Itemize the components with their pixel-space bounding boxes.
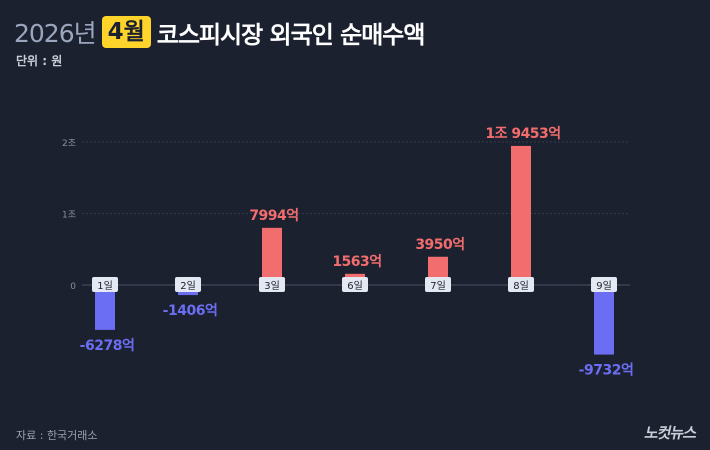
data-label: 3950억 [415, 237, 464, 253]
chart-title: 2026년 4월 코스피시장 외국인 순매수액 [14, 14, 426, 50]
category-pill [342, 277, 368, 292]
data-label: 1조 9453억 [485, 126, 560, 142]
data-label: -9732억 [579, 363, 634, 379]
category-pill [175, 277, 201, 292]
category-pill [591, 277, 617, 292]
x-tick-label: 2일 [180, 280, 196, 292]
bar [594, 285, 614, 355]
x-tick-label: 1일 [97, 280, 113, 292]
x-tick-label: 8일 [513, 280, 529, 292]
data-label: -1406억 [163, 303, 218, 319]
data-label: 7994억 [249, 208, 298, 224]
publisher-logo: 노컷뉴스 [642, 424, 698, 442]
category-pill [508, 277, 534, 292]
x-tick-label: 6일 [347, 280, 363, 292]
y-tick-label: 2조 [62, 139, 76, 149]
y-tick-label: 0 [70, 282, 76, 292]
data-label: -6278억 [80, 338, 135, 354]
x-tick-label: 7일 [430, 280, 446, 292]
y-tick-label: 1조 [62, 211, 76, 221]
data-label: 1563억 [332, 254, 381, 270]
bar [95, 285, 115, 330]
x-tick-label: 9일 [596, 280, 612, 292]
bar [511, 145, 531, 285]
title-year: 2026년 [14, 19, 97, 48]
category-pill [92, 277, 118, 292]
x-tick-label: 3일 [264, 280, 280, 292]
unit-label: 단위 : 원 [16, 54, 63, 68]
bar [262, 227, 282, 285]
title-text: 코스피시장 외국인 순매수액 [156, 20, 426, 49]
source-note: 자료 : 한국거래소 [16, 429, 98, 442]
category-pill [425, 277, 451, 292]
category-pill [259, 277, 285, 292]
title-month-badge: 4월 [101, 16, 151, 48]
